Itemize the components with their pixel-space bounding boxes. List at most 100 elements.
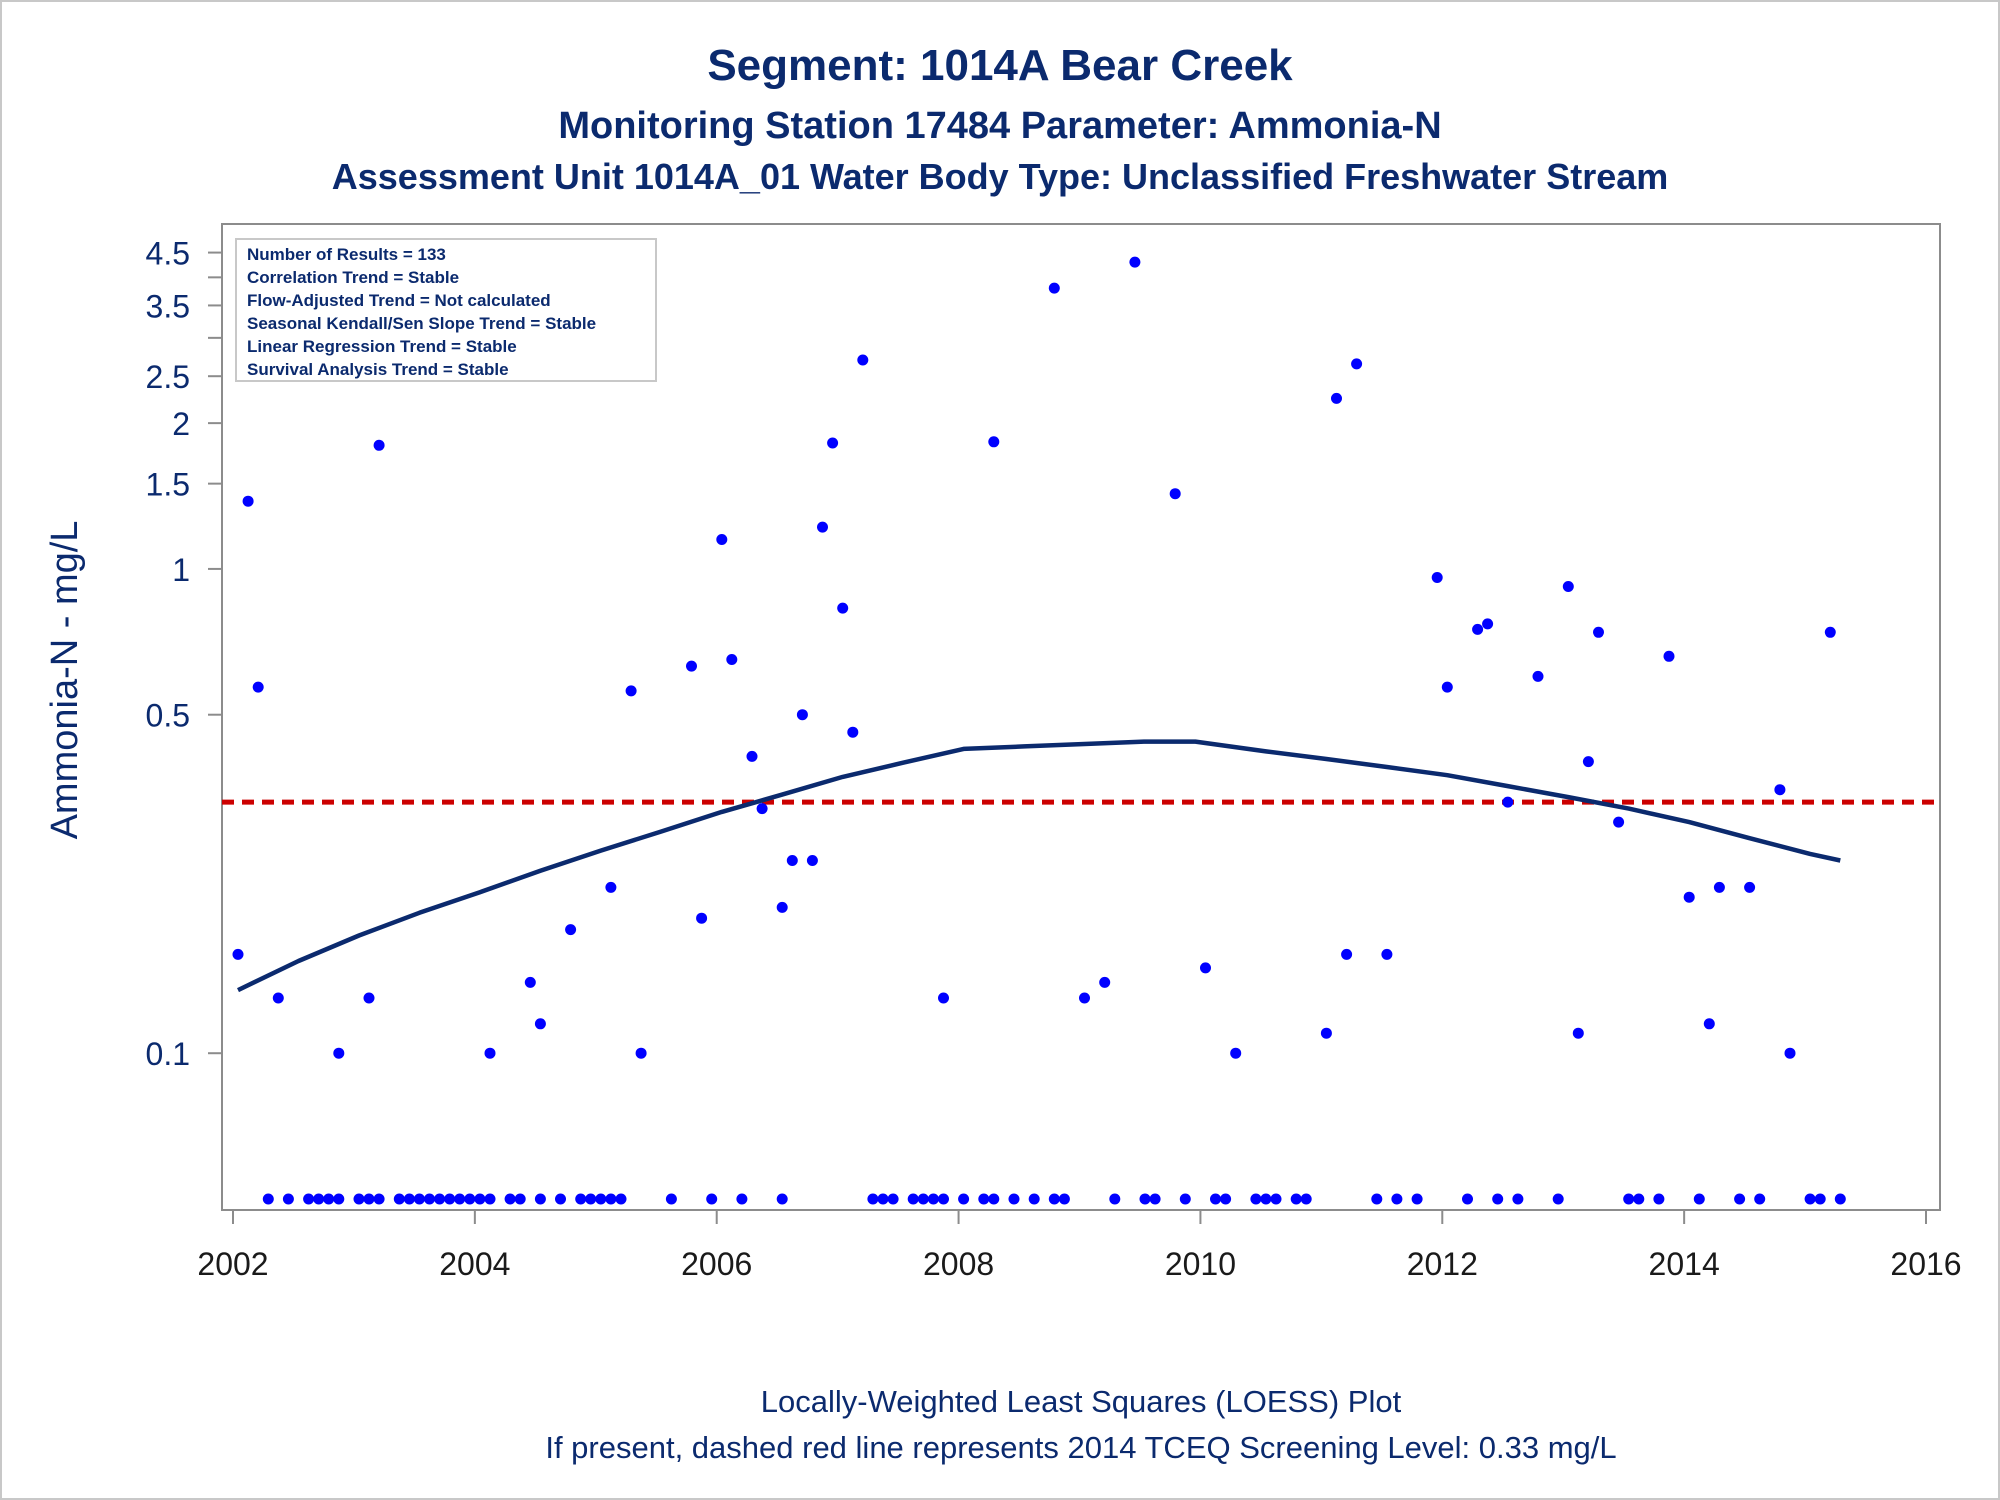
non-detect-point [1804,1193,1816,1205]
non-detect-point [444,1193,456,1205]
data-point [1774,784,1786,796]
non-detect-point [706,1193,718,1205]
data-point [726,654,738,665]
chart-title: Segment: 1014A Bear Creek [707,41,1293,90]
non-detect-point [776,1193,788,1205]
data-point [1784,1047,1796,1059]
y-tick-label: 0.5 [146,698,190,734]
data-point [1341,948,1353,960]
data-point [333,1047,345,1059]
data-point [1230,1047,1242,1059]
x-tick-label: 2012 [1407,1246,1478,1282]
non-detect-point [454,1193,466,1205]
non-detect-point [605,1193,617,1205]
data-point [786,855,798,866]
chart-subtitle: Monitoring Station 17484 Parameter: Ammo… [558,105,1441,147]
loess-curve [237,739,1841,993]
non-detect-point [504,1193,516,1205]
non-detect-point [1834,1193,1846,1205]
data-point [1381,948,1393,960]
data-point [827,437,839,449]
legend-frame [235,238,657,382]
y-tick-label: 2.5 [146,359,190,395]
legend-entry: Seasonal Kendall/Sen Slope Trend = Stabl… [247,314,596,333]
non-detect-point [1139,1193,1151,1205]
non-detect-point [1250,1193,1262,1205]
y-axis: 0.1 0.5 1 1.5 2 2.5 3.5 4.5 [146,236,222,1072]
non-detect-point [1149,1193,1161,1205]
non-detect-point [585,1193,597,1205]
data-point [806,855,818,866]
non-detect-point [514,1193,526,1205]
data-point [232,948,244,960]
data-point [1169,488,1181,500]
non-detect-point [917,1193,929,1205]
non-detect-point [595,1193,607,1205]
data-point [1713,881,1725,893]
data-point [565,924,577,936]
non-detect-point [1512,1193,1524,1205]
non-detect-point [1462,1193,1473,1205]
plot-frame [221,223,1941,1211]
non-detect-point [1734,1193,1746,1205]
data-point [1351,358,1363,370]
data-point [817,521,828,533]
y-tick-label: 0.1 [146,1036,190,1072]
data-point [1683,891,1695,903]
x-tick-label: 2008 [923,1246,994,1282]
x-tick-label: 2010 [1165,1246,1236,1282]
data-point [1482,618,1494,630]
legend-entry: Correlation Trend = Stable [247,268,459,287]
data-point [524,976,536,988]
data-point [837,602,849,614]
non-detect-point [282,1193,294,1205]
non-detect-point [434,1193,446,1205]
non-detect-point [373,1193,385,1205]
data-point [1431,572,1443,583]
non-detect-point [958,1193,970,1205]
y-axis-label: Ammonia-N - mg/L [44,521,86,840]
legend-entry: Survival Analysis Trend = Stable [247,360,509,379]
non-detect-point [877,1193,889,1205]
x-tick-label: 2004 [439,1246,510,1282]
non-detect-point [1220,1193,1232,1205]
non-detect-point [665,1193,677,1205]
non-detect-point [1028,1193,1040,1205]
non-detect-point [1391,1193,1403,1205]
data-point [746,750,758,762]
non-detect-point [1109,1193,1121,1205]
non-detect-point [464,1193,476,1205]
non-detect-point [303,1193,315,1205]
data-point [1472,623,1484,635]
non-detect-point [615,1193,627,1205]
data-point [534,1018,546,1030]
data-point [1502,796,1514,808]
data-point [625,685,637,697]
data-point [847,726,859,738]
non-detect-point [1623,1193,1635,1205]
non-detect-point [938,1193,949,1205]
non-detect-point [927,1193,939,1205]
data-point [1582,756,1594,768]
data-point [1593,626,1604,638]
data-point [988,436,1000,448]
non-detect-point [1270,1193,1282,1205]
data-point [1663,650,1675,662]
non-detect-point [1411,1193,1423,1205]
non-detect-point [887,1193,899,1205]
footnote-screening: If present, dashed red line represents 2… [545,1430,1616,1465]
non-detect-point [484,1193,496,1205]
non-detect-point [1260,1193,1272,1205]
non-detect-point [313,1193,325,1205]
non-detect-point [978,1193,990,1205]
data-point [1532,670,1544,682]
non-detect-point [534,1193,546,1205]
y-tick-label: 1.5 [146,467,190,503]
legend-entry: Linear Regression Trend = Stable [247,337,517,356]
data-point [1200,962,1211,974]
data-point [796,709,808,721]
non-detect-point [403,1193,415,1205]
data-point [605,881,617,893]
data-point [373,439,385,451]
non-detect-point [333,1193,345,1205]
